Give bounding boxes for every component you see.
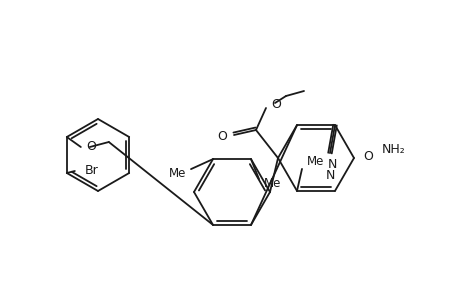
Text: NH₂: NH₂ (381, 143, 405, 156)
Text: Me: Me (168, 167, 185, 180)
Text: O: O (362, 149, 372, 163)
Text: N: N (327, 158, 336, 171)
Text: N: N (325, 169, 334, 182)
Text: O: O (270, 98, 280, 112)
Text: O: O (86, 140, 95, 154)
Text: O: O (217, 130, 226, 142)
Text: Me: Me (263, 177, 281, 190)
Text: Me: Me (306, 155, 324, 168)
Text: Br: Br (84, 164, 98, 176)
